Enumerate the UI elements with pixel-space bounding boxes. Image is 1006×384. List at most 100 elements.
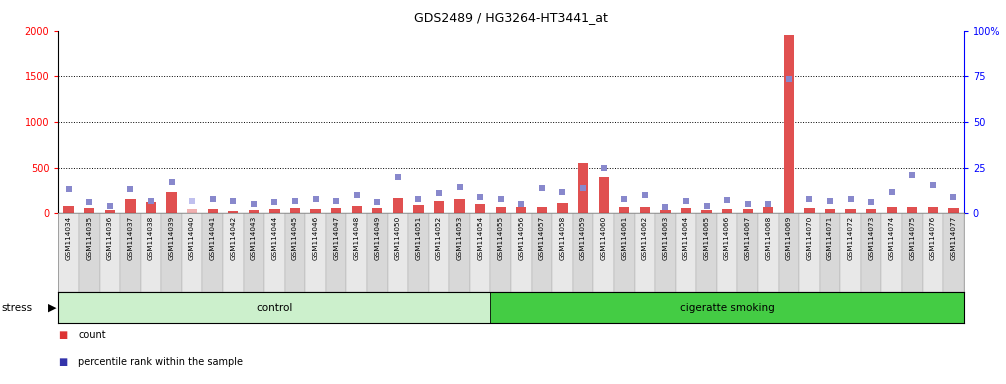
Bar	[470, 213, 491, 292]
Bar	[331, 208, 341, 213]
Text: GSM114070: GSM114070	[807, 215, 813, 260]
Bar	[243, 213, 265, 292]
Text: cigeratte smoking: cigeratte smoking	[680, 303, 775, 313]
Bar	[696, 213, 717, 292]
Bar	[248, 210, 259, 213]
Bar	[594, 213, 614, 292]
Bar	[105, 210, 115, 213]
Bar	[799, 213, 820, 292]
Bar	[923, 213, 944, 292]
Text: GSM114058: GSM114058	[559, 215, 565, 260]
Bar	[58, 292, 491, 323]
Bar	[372, 208, 382, 213]
Bar	[902, 213, 923, 292]
Bar	[392, 198, 403, 213]
Text: GSM114046: GSM114046	[313, 215, 319, 260]
Text: GSM114044: GSM114044	[272, 215, 278, 260]
Text: GSM114041: GSM114041	[209, 215, 215, 260]
Bar	[779, 213, 799, 292]
Text: GSM114063: GSM114063	[662, 215, 668, 260]
Bar	[614, 213, 635, 292]
Bar	[351, 206, 362, 213]
Text: GSM114073: GSM114073	[868, 215, 874, 260]
Bar	[187, 210, 197, 213]
Bar	[825, 209, 835, 213]
Bar	[491, 213, 511, 292]
Bar	[840, 213, 861, 292]
Bar	[202, 213, 223, 292]
Bar	[742, 209, 752, 213]
Bar	[820, 213, 840, 292]
Text: GSM114039: GSM114039	[169, 215, 174, 260]
Bar	[577, 163, 589, 213]
Bar	[270, 209, 280, 213]
Bar	[676, 213, 696, 292]
Bar	[346, 213, 367, 292]
Text: GSM114043: GSM114043	[250, 215, 257, 260]
Bar	[161, 213, 182, 292]
Bar	[845, 209, 856, 213]
Text: GSM114068: GSM114068	[766, 215, 772, 260]
Bar	[265, 213, 285, 292]
Bar	[764, 207, 774, 213]
Bar	[635, 213, 655, 292]
Text: GSM114057: GSM114057	[539, 215, 545, 260]
Bar	[907, 207, 917, 213]
Bar	[290, 208, 300, 213]
Text: GSM114054: GSM114054	[477, 215, 483, 260]
Bar	[305, 213, 326, 292]
Bar	[949, 208, 959, 213]
Text: GSM114051: GSM114051	[415, 215, 422, 260]
Bar	[886, 207, 897, 213]
Text: GSM114047: GSM114047	[333, 215, 339, 260]
Text: GSM114069: GSM114069	[786, 215, 792, 260]
Bar	[737, 213, 758, 292]
Text: GSM114059: GSM114059	[580, 215, 586, 260]
Text: ▶: ▶	[48, 303, 56, 313]
Bar	[429, 213, 450, 292]
Bar	[223, 213, 243, 292]
Text: ■: ■	[58, 330, 67, 340]
Text: GSM114042: GSM114042	[230, 215, 236, 260]
Text: GSM114049: GSM114049	[374, 215, 380, 260]
Bar	[784, 35, 794, 213]
Bar	[182, 213, 202, 292]
Bar	[285, 213, 305, 292]
Bar	[450, 213, 470, 292]
Bar	[455, 199, 465, 213]
Text: GSM114053: GSM114053	[457, 215, 463, 260]
Bar	[722, 209, 732, 213]
Bar	[552, 213, 572, 292]
Bar	[681, 208, 691, 213]
Bar	[804, 208, 815, 213]
Bar	[434, 201, 445, 213]
Bar	[717, 213, 737, 292]
Bar	[58, 213, 78, 292]
Bar	[326, 213, 346, 292]
Bar	[100, 213, 120, 292]
Text: stress: stress	[1, 303, 32, 313]
Text: GSM114071: GSM114071	[827, 215, 833, 260]
Bar	[367, 213, 387, 292]
Bar	[475, 204, 485, 213]
Bar	[861, 213, 881, 292]
Text: GSM114061: GSM114061	[622, 215, 627, 260]
Bar	[207, 209, 218, 213]
Text: ■: ■	[58, 358, 67, 367]
Bar	[120, 213, 141, 292]
Text: GSM114056: GSM114056	[518, 215, 524, 260]
Bar	[63, 206, 73, 213]
Text: GSM114062: GSM114062	[642, 215, 648, 260]
Bar	[928, 207, 938, 213]
Bar	[228, 211, 238, 213]
Text: GSM114072: GSM114072	[848, 215, 853, 260]
Text: GSM114074: GSM114074	[888, 215, 894, 260]
Bar	[944, 213, 964, 292]
Bar	[640, 207, 650, 213]
Bar	[146, 202, 156, 213]
Bar	[491, 292, 964, 323]
Bar	[758, 213, 779, 292]
Text: percentile rank within the sample: percentile rank within the sample	[78, 358, 243, 367]
Bar	[881, 213, 902, 292]
Text: count: count	[78, 330, 106, 340]
